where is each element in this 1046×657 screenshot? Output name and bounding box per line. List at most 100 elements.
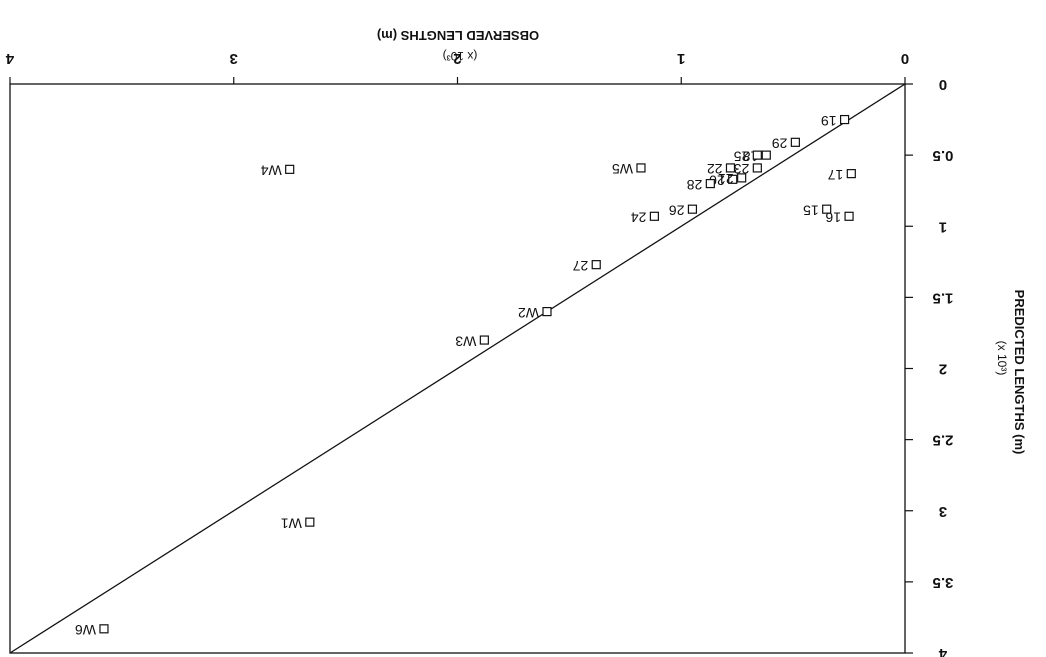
point-label-group: W3 [455,333,476,349]
data-point [542,307,552,317]
y-tick-label-group: 3.5 [933,574,954,591]
point-label-group: 22 [707,161,723,177]
point-label-group: 24 [631,210,647,226]
y-tick-label-group: 0 [939,76,947,93]
point-label: 22 [707,161,723,177]
data-point [822,204,832,214]
y-axis-multiplier: (x 10³) [995,341,1009,376]
reference-line [9,83,906,654]
point-label: 19 [821,113,837,129]
point-label-group: 29 [772,136,788,152]
point-label-group: 19 [821,113,837,129]
x-axis-title-group: OBSERVED LENGTHS (m) [377,28,539,43]
point-label: W1 [281,515,302,531]
y-tick-label-group: 0.5 [933,147,954,164]
point-label-group: 15 [803,202,819,218]
point-label: 29 [772,136,788,152]
data-point [479,335,489,345]
y-tick-label: 3.5 [933,574,954,591]
x-tick-label: 3 [230,50,238,67]
x-axis-title: OBSERVED LENGTHS (m) [377,28,539,43]
data-point [99,624,109,634]
y-tick-label-group: 1 [939,218,947,235]
point-label: 21 [718,171,734,187]
point-label-group: 21 [718,171,734,187]
point-label-group: 25 [734,148,750,164]
y-tick-label: 0.5 [933,147,954,164]
point-label-group: 26 [669,202,685,218]
point-label-group: 28 [687,177,703,193]
y-tick-label: 4 [938,645,947,657]
point-label-group: 16 [825,210,841,226]
point-label: 28 [687,177,703,193]
y-axis-title: PREDICTED LENGTHS (m) [1012,290,1027,455]
data-point [636,163,646,173]
x-tick-label-group: 3 [230,50,238,67]
y-tick-label: 2.5 [933,432,954,449]
data-point [687,204,698,214]
y-tick-label-group: 4 [938,645,947,657]
point-label-group: 17 [828,167,844,183]
point-label-group: W4 [260,163,281,179]
point-label-group: 23 [734,161,750,177]
point-label: 15 [803,202,819,218]
x-tick-label: 1 [677,50,685,67]
point-label: 27 [572,258,588,274]
data-point [761,150,771,160]
y-axis-multiplier-group: (x 10³) [995,341,1009,376]
point-label-group: W6 [75,622,96,638]
point-label: W6 [75,622,96,638]
y-tick-label: 2 [939,361,947,378]
plot-area [9,83,906,654]
y-tick-label-group: 2.5 [933,432,954,449]
point-label: W2 [518,305,539,321]
data-point [752,150,762,160]
point-label: 17 [828,167,844,183]
data-point [728,174,738,184]
x-tick-label: 2 [453,50,461,67]
y-tick-label-group: 2 [939,361,947,378]
data-point [705,178,715,189]
y-axis-title-group: PREDICTED LENGTHS (m) [1012,290,1027,455]
point-label: 16 [825,210,841,226]
point-label: 26 [669,202,685,218]
x-tick-label-group: 2 [453,50,461,67]
point-label: 24 [631,210,647,226]
x-tick-label: 0 [901,50,909,67]
data-point [285,164,295,174]
data-point [725,163,736,173]
x-tick-label: 4 [5,50,14,67]
data-point [591,260,601,270]
point-label: W4 [260,163,281,179]
point-label-group: W5 [612,161,633,177]
point-label: W5 [612,161,633,177]
x-tick-label-group: 0 [901,50,909,67]
y-tick-label-group: 3 [939,503,947,520]
data-point [839,114,850,125]
data-point [752,163,762,173]
point-label: 25 [734,148,750,164]
point-label-group: W2 [518,305,539,321]
x-axis-multiplier-group: (x 10³) [443,49,478,63]
y-tick-label: 1.5 [933,289,954,306]
data-point [649,211,660,221]
data-point [844,211,854,221]
data-point [846,169,856,179]
y-tick-label: 0 [939,76,947,93]
point-label-group: W1 [281,515,302,531]
y-tick-label-group: 1.5 [933,289,954,306]
y-tick-label: 1 [939,218,947,235]
x-tick-label-group: 4 [5,50,14,67]
point-label-group: 27 [572,258,588,274]
point-label: 23 [734,161,750,177]
data-point [737,173,747,183]
point-label: W3 [455,333,476,349]
data-point [305,517,315,527]
data-point [790,137,800,147]
x-axis-multiplier: (x 10³) [443,49,478,63]
y-tick-label: 3 [939,503,947,520]
x-tick-label-group: 1 [677,50,685,67]
